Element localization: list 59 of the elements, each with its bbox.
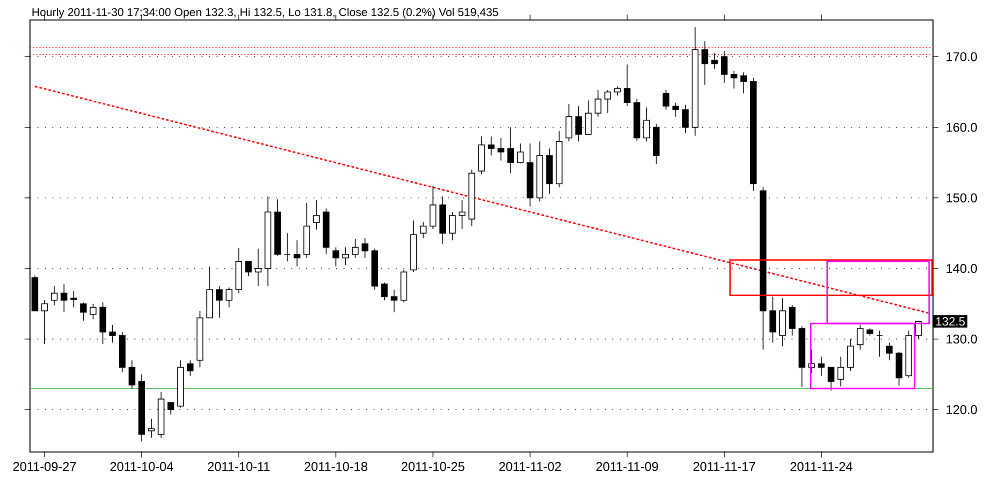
candlestick	[264, 196, 272, 287]
candlestick	[750, 77, 757, 192]
candlestick	[779, 298, 786, 347]
candlestick	[828, 366, 834, 391]
candlestick	[109, 324, 116, 343]
chart-title: Hourly 2011-11-30 17:34:00 Open 132.3, Hi 132.5, Lo 131.8, Close 132.5 (0.2%) Vol 519,435	[32, 8, 498, 18]
candlestick	[575, 106, 582, 142]
candlestick	[128, 360, 136, 389]
x-tick-label: 2011-11-09	[596, 462, 658, 472]
x-tick-label: 2011-10-04	[110, 462, 174, 472]
candlestick	[682, 104, 689, 134]
candlestick	[566, 104, 572, 142]
x-tick-label: 2011-09-27	[13, 462, 76, 472]
candlestick	[390, 289, 398, 313]
x-tick-label: 2011-11-02	[499, 462, 561, 472]
y-tick-label: 130.0	[946, 334, 977, 344]
x-tick-label: 2011-10-25	[402, 462, 464, 472]
candlestick	[362, 238, 368, 258]
x-tick-label: 2011-10-11	[208, 462, 270, 472]
x-tick-label: 2011-10-18	[304, 462, 368, 472]
x-tick-label: 2011-11-17	[693, 462, 756, 472]
y-tick-label: 140.0	[946, 264, 977, 273]
candlestick	[692, 26, 698, 136]
candlestick	[254, 248, 262, 287]
candlestick	[662, 89, 670, 110]
candlestick	[585, 100, 592, 135]
annotation: 132.5	[936, 317, 965, 326]
candlestick	[594, 89, 602, 118]
candlestick	[643, 107, 650, 142]
candlestick	[90, 303, 96, 320]
candlestick	[730, 70, 738, 89]
candlestick	[449, 212, 456, 241]
candlestick	[41, 300, 48, 344]
y-tick-label: 170.0	[946, 52, 977, 62]
y-tick-label: 150.0	[946, 193, 977, 202]
candlestick	[245, 261, 252, 277]
candlestick	[769, 296, 776, 343]
candlestick	[498, 137, 504, 161]
y-tick-label: 120.0	[946, 405, 977, 414]
candlestick	[226, 287, 232, 308]
candlestick	[313, 200, 320, 230]
candlestick	[60, 284, 68, 313]
candlestick	[458, 200, 466, 230]
candlestick	[526, 143, 534, 207]
candlestick	[206, 266, 213, 318]
candlestick	[507, 126, 514, 174]
candlestick	[196, 310, 204, 368]
candlestick	[546, 148, 553, 194]
candlestick	[342, 246, 349, 266]
candlestick	[294, 240, 300, 267]
candlestick	[760, 186, 766, 350]
candlestick	[876, 330, 883, 358]
candlestick	[711, 52, 718, 70]
x-tick-label: 2011-11-24	[790, 462, 852, 472]
candlestick	[847, 338, 854, 372]
candlestick	[332, 246, 340, 267]
candlestick	[478, 136, 485, 174]
y-tick-label: 160.0	[946, 122, 977, 132]
candlestick	[430, 185, 436, 230]
